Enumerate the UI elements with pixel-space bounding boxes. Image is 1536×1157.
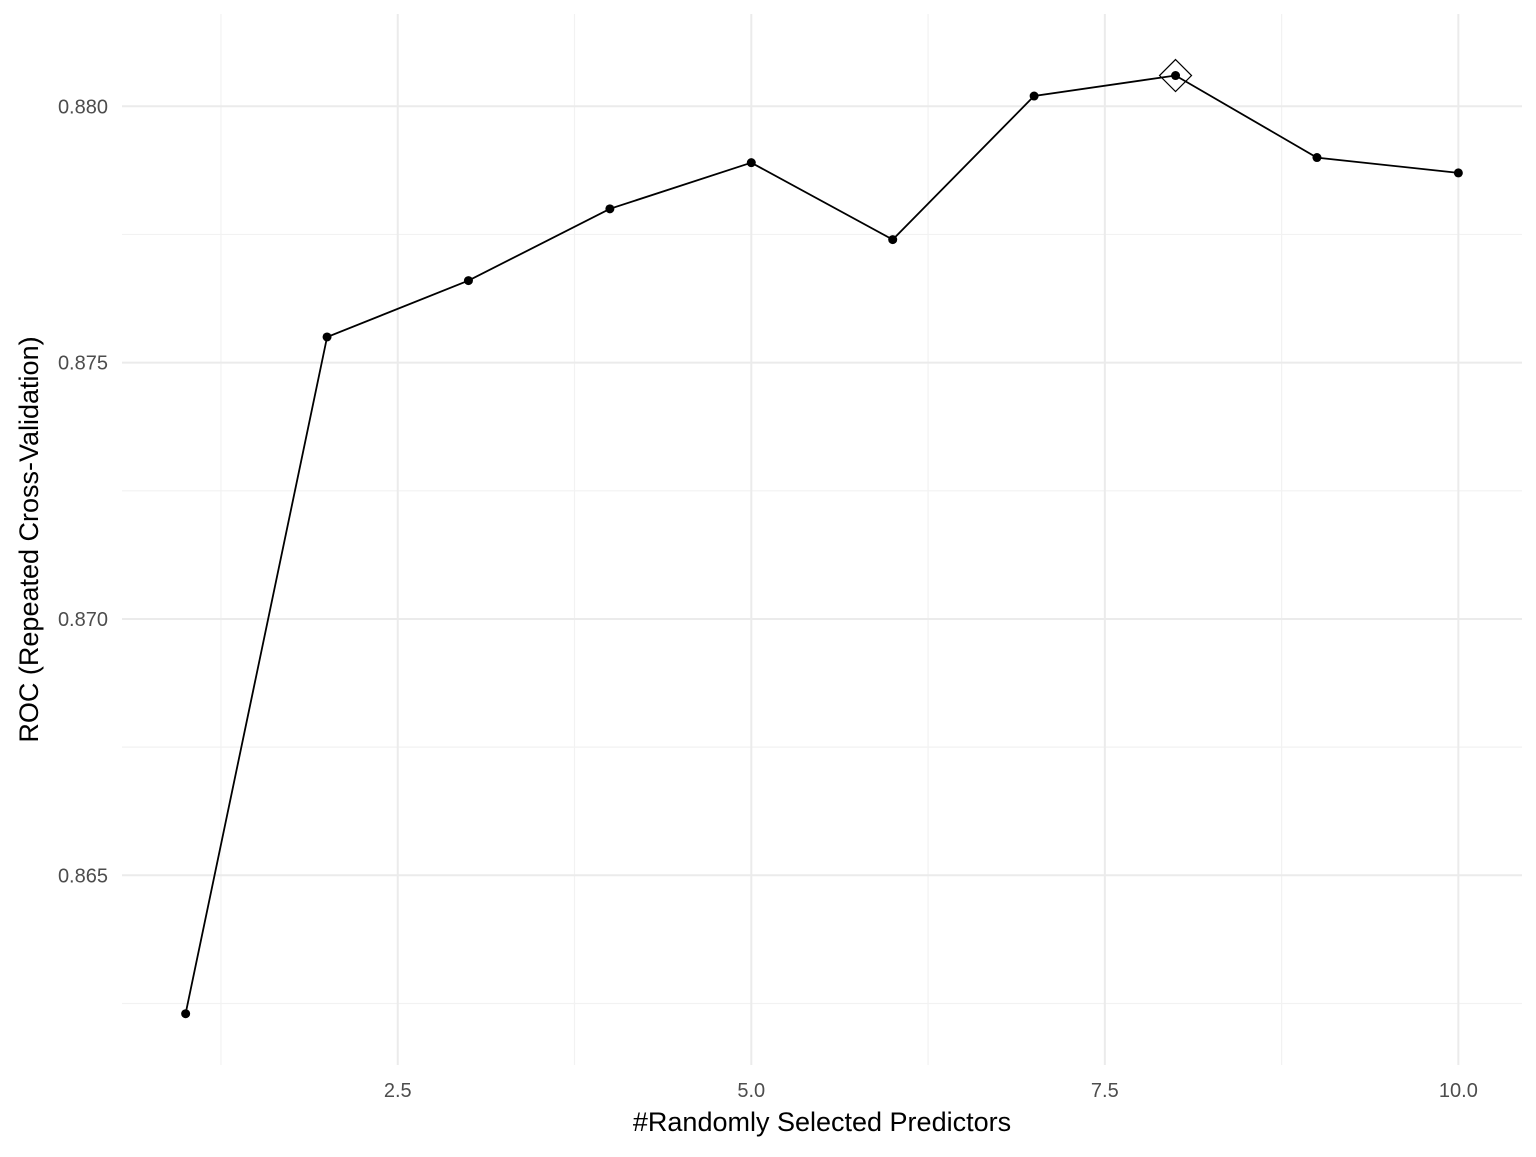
roc-series-line — [184, 74, 1459, 1014]
series-layer — [184, 74, 1459, 1014]
points-layer — [181, 58, 1463, 1019]
x-axis-tick-labels: 2.5 5.0 7.5 10.0 — [384, 1080, 1478, 1102]
data-point — [463, 276, 473, 286]
y-axis-tick-labels: 0.865 0.870 0.875 0.880 — [58, 96, 108, 887]
y-tick-label: 0.875 — [58, 353, 108, 375]
x-tick-label: 5.0 — [737, 1080, 765, 1102]
major-gridlines — [122, 14, 1522, 1065]
data-point — [322, 332, 332, 342]
x-axis-title: #Randomly Selected Predictors — [633, 1107, 1011, 1137]
data-point — [605, 204, 615, 214]
data-point — [888, 235, 898, 245]
x-tick-label: 2.5 — [384, 1080, 412, 1102]
data-point — [1171, 71, 1181, 81]
x-tick-label: 7.5 — [1091, 1080, 1119, 1102]
data-point — [1453, 168, 1463, 178]
y-axis-title: ROC (Repeated Cross-Validation) — [14, 336, 44, 742]
best-value-diamond-marker — [1158, 58, 1193, 93]
data-point — [746, 158, 756, 168]
x-tick-label: 10.0 — [1439, 1080, 1478, 1102]
y-tick-label: 0.865 — [58, 865, 108, 887]
data-point — [1312, 153, 1322, 163]
data-point — [181, 1009, 191, 1019]
y-tick-label: 0.870 — [58, 609, 108, 631]
data-point — [1029, 91, 1039, 101]
minor-gridlines — [122, 14, 1522, 1065]
y-tick-label: 0.880 — [58, 96, 108, 118]
